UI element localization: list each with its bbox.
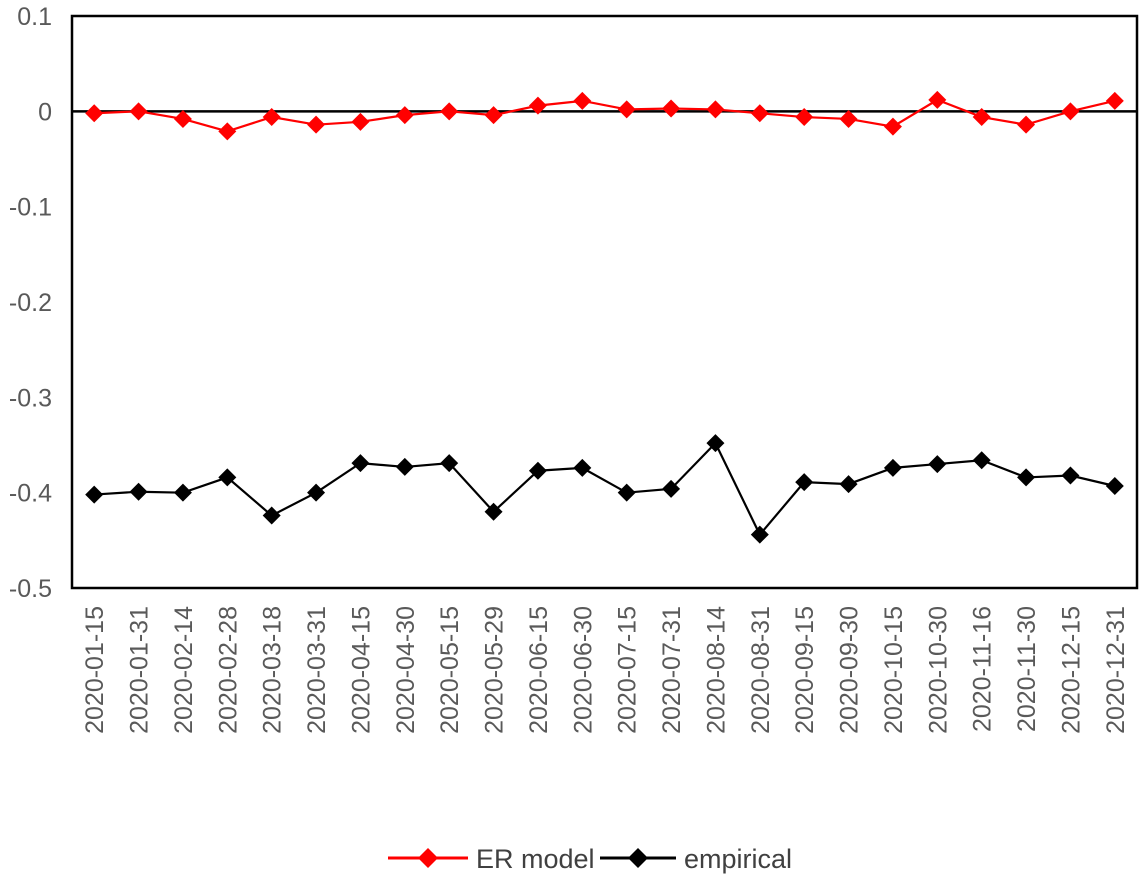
- x-tick-label: 2020-04-30: [392, 606, 420, 734]
- y-tick-label: 0.1: [17, 3, 52, 31]
- data-point-marker: [750, 104, 769, 123]
- x-tick-label: 2020-10-30: [924, 606, 952, 734]
- data-point-marker: [1061, 102, 1080, 121]
- data-point-marker: [706, 434, 725, 453]
- data-point-marker: [528, 461, 547, 480]
- x-tick-label: 2020-02-28: [214, 606, 242, 734]
- data-point-marker: [617, 483, 636, 502]
- data-point-marker: [883, 458, 902, 477]
- series-er-model: [85, 90, 1124, 141]
- x-tick-label: 2020-08-31: [747, 606, 775, 734]
- x-axis-ticks: 2020-01-15 2020-01-31 2020-02-14 2020-02-28…: [81, 606, 1130, 734]
- data-point-marker: [928, 90, 947, 109]
- data-point-marker: [173, 483, 192, 502]
- y-tick-label: 0: [38, 98, 52, 126]
- legend-item: empirical: [600, 844, 792, 874]
- series-empirical: [85, 434, 1124, 544]
- series-line: [94, 441, 1116, 537]
- data-point-marker: [351, 454, 370, 473]
- data-point-marker: [662, 99, 681, 118]
- x-tick-label: 2020-01-31: [126, 606, 154, 734]
- data-point-marker: [307, 483, 326, 502]
- data-point-marker: [218, 122, 237, 141]
- x-tick-label: 2020-11-16: [969, 606, 997, 732]
- x-tick-label: 2020-04-15: [347, 606, 375, 734]
- x-tick-label: 2020-05-29: [481, 606, 509, 734]
- legend-marker: [628, 848, 648, 868]
- data-point-marker: [173, 109, 192, 128]
- data-point-marker: [1017, 468, 1036, 487]
- y-tick-label: -0.4: [9, 480, 52, 508]
- x-tick-label: 2020-07-31: [658, 606, 686, 734]
- data-point-marker: [617, 100, 636, 119]
- data-point-marker: [440, 454, 459, 473]
- legend-marker: [418, 848, 438, 868]
- x-tick-label: 2020-05-15: [436, 606, 464, 734]
- x-tick-label: 2020-01-15: [81, 606, 109, 734]
- data-point-marker: [440, 102, 459, 121]
- x-tick-label: 2020-12-15: [1057, 606, 1085, 734]
- data-point-marker: [573, 458, 592, 477]
- legend: ER model empirical: [388, 844, 792, 874]
- x-tick-label: 2020-06-15: [525, 606, 553, 734]
- data-point-marker: [351, 112, 370, 131]
- data-point-marker: [218, 468, 237, 487]
- data-point-marker: [839, 475, 858, 494]
- y-tick-label: -0.3: [9, 384, 52, 412]
- data-point-marker: [395, 106, 414, 125]
- data-point-marker: [795, 473, 814, 492]
- data-point-marker: [972, 108, 991, 127]
- data-point-marker: [1105, 476, 1124, 495]
- x-tick-label: 2020-10-15: [880, 606, 908, 734]
- data-point-marker: [484, 502, 503, 521]
- series-line: [94, 98, 1116, 133]
- data-point-marker: [262, 506, 281, 525]
- data-point-marker: [795, 108, 814, 127]
- data-point-marker: [1061, 466, 1080, 485]
- data-point-marker: [262, 108, 281, 127]
- data-point-marker: [839, 109, 858, 128]
- plot-area-frame: [70, 14, 1139, 590]
- x-tick-label: 2020-07-15: [614, 606, 642, 734]
- y-axis-ticks: 0.1 0 -0.1 -0.2 -0.3 -0.4 -0.5: [9, 3, 52, 603]
- x-tick-label: 2020-11-30: [1013, 606, 1041, 732]
- x-tick-label: 2020-06-30: [569, 606, 597, 734]
- data-point-marker: [1017, 115, 1036, 134]
- data-point-marker: [662, 479, 681, 498]
- x-tick-label: 2020-12-31: [1102, 606, 1130, 734]
- series-group: [85, 90, 1124, 544]
- data-point-marker: [883, 117, 902, 136]
- data-point-marker: [395, 457, 414, 476]
- data-point-marker: [307, 115, 326, 134]
- x-tick-label: 2020-09-15: [791, 606, 819, 734]
- data-point-marker: [750, 525, 769, 544]
- y-tick-label: -0.5: [9, 575, 52, 603]
- data-point-marker: [1105, 91, 1124, 110]
- data-point-marker: [528, 96, 547, 115]
- data-point-marker: [573, 91, 592, 110]
- data-point-marker: [706, 100, 725, 119]
- legend-item: ER model: [388, 844, 595, 874]
- x-tick-label: 2020-09-30: [836, 606, 864, 734]
- legend-label: empirical: [684, 844, 792, 874]
- data-point-marker: [129, 102, 148, 121]
- data-point-marker: [928, 455, 947, 474]
- x-tick-label: 2020-02-14: [170, 606, 198, 734]
- data-point-marker: [85, 485, 104, 504]
- x-tick-label: 2020-03-31: [303, 606, 331, 734]
- x-tick-label: 2020-08-14: [702, 606, 730, 734]
- legend-label: ER model: [476, 844, 595, 874]
- data-point-marker: [484, 106, 503, 125]
- y-tick-label: -0.2: [9, 289, 52, 317]
- y-tick-label: -0.1: [9, 194, 52, 222]
- data-point-marker: [85, 104, 104, 123]
- data-point-marker: [972, 451, 991, 470]
- data-point-marker: [129, 482, 148, 501]
- x-tick-label: 2020-03-18: [259, 606, 287, 734]
